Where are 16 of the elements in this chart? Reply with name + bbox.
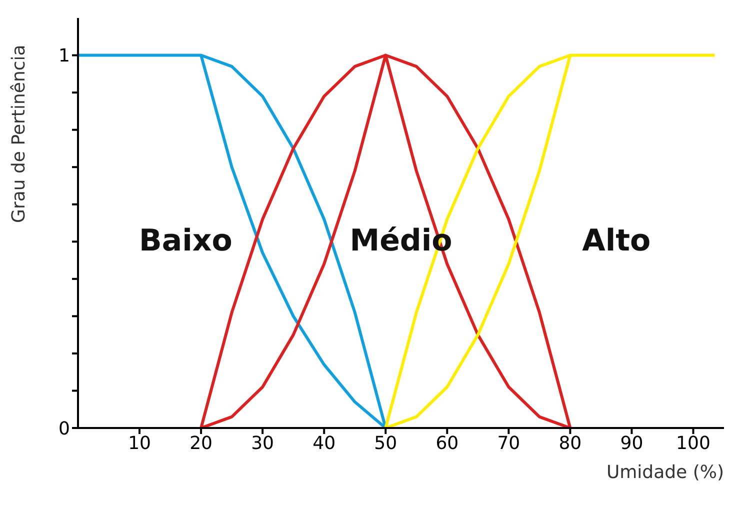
y-tick-label: 0	[58, 418, 70, 440]
x-tick-label: 50	[374, 432, 398, 454]
y-tick-label: 1	[58, 46, 70, 67]
x-tick-label: 40	[312, 432, 336, 454]
x-tick-label: 90	[620, 432, 644, 454]
x-axis-title: Umidade (%)	[606, 462, 724, 483]
annotation: Baixo	[138, 224, 232, 258]
x-tick-label: 80	[558, 432, 582, 454]
annotation: Alto	[582, 224, 651, 258]
y-axis-title: Grau de Pertinência	[8, 44, 30, 223]
x-tick-label: 30	[251, 432, 274, 454]
x-tick-label: 70	[497, 432, 520, 454]
x-tick-label: 60	[436, 432, 459, 454]
x-tick-label: 20	[190, 432, 212, 454]
x-tick-label: 100	[676, 432, 710, 454]
x-tick-label: 10	[128, 432, 151, 454]
